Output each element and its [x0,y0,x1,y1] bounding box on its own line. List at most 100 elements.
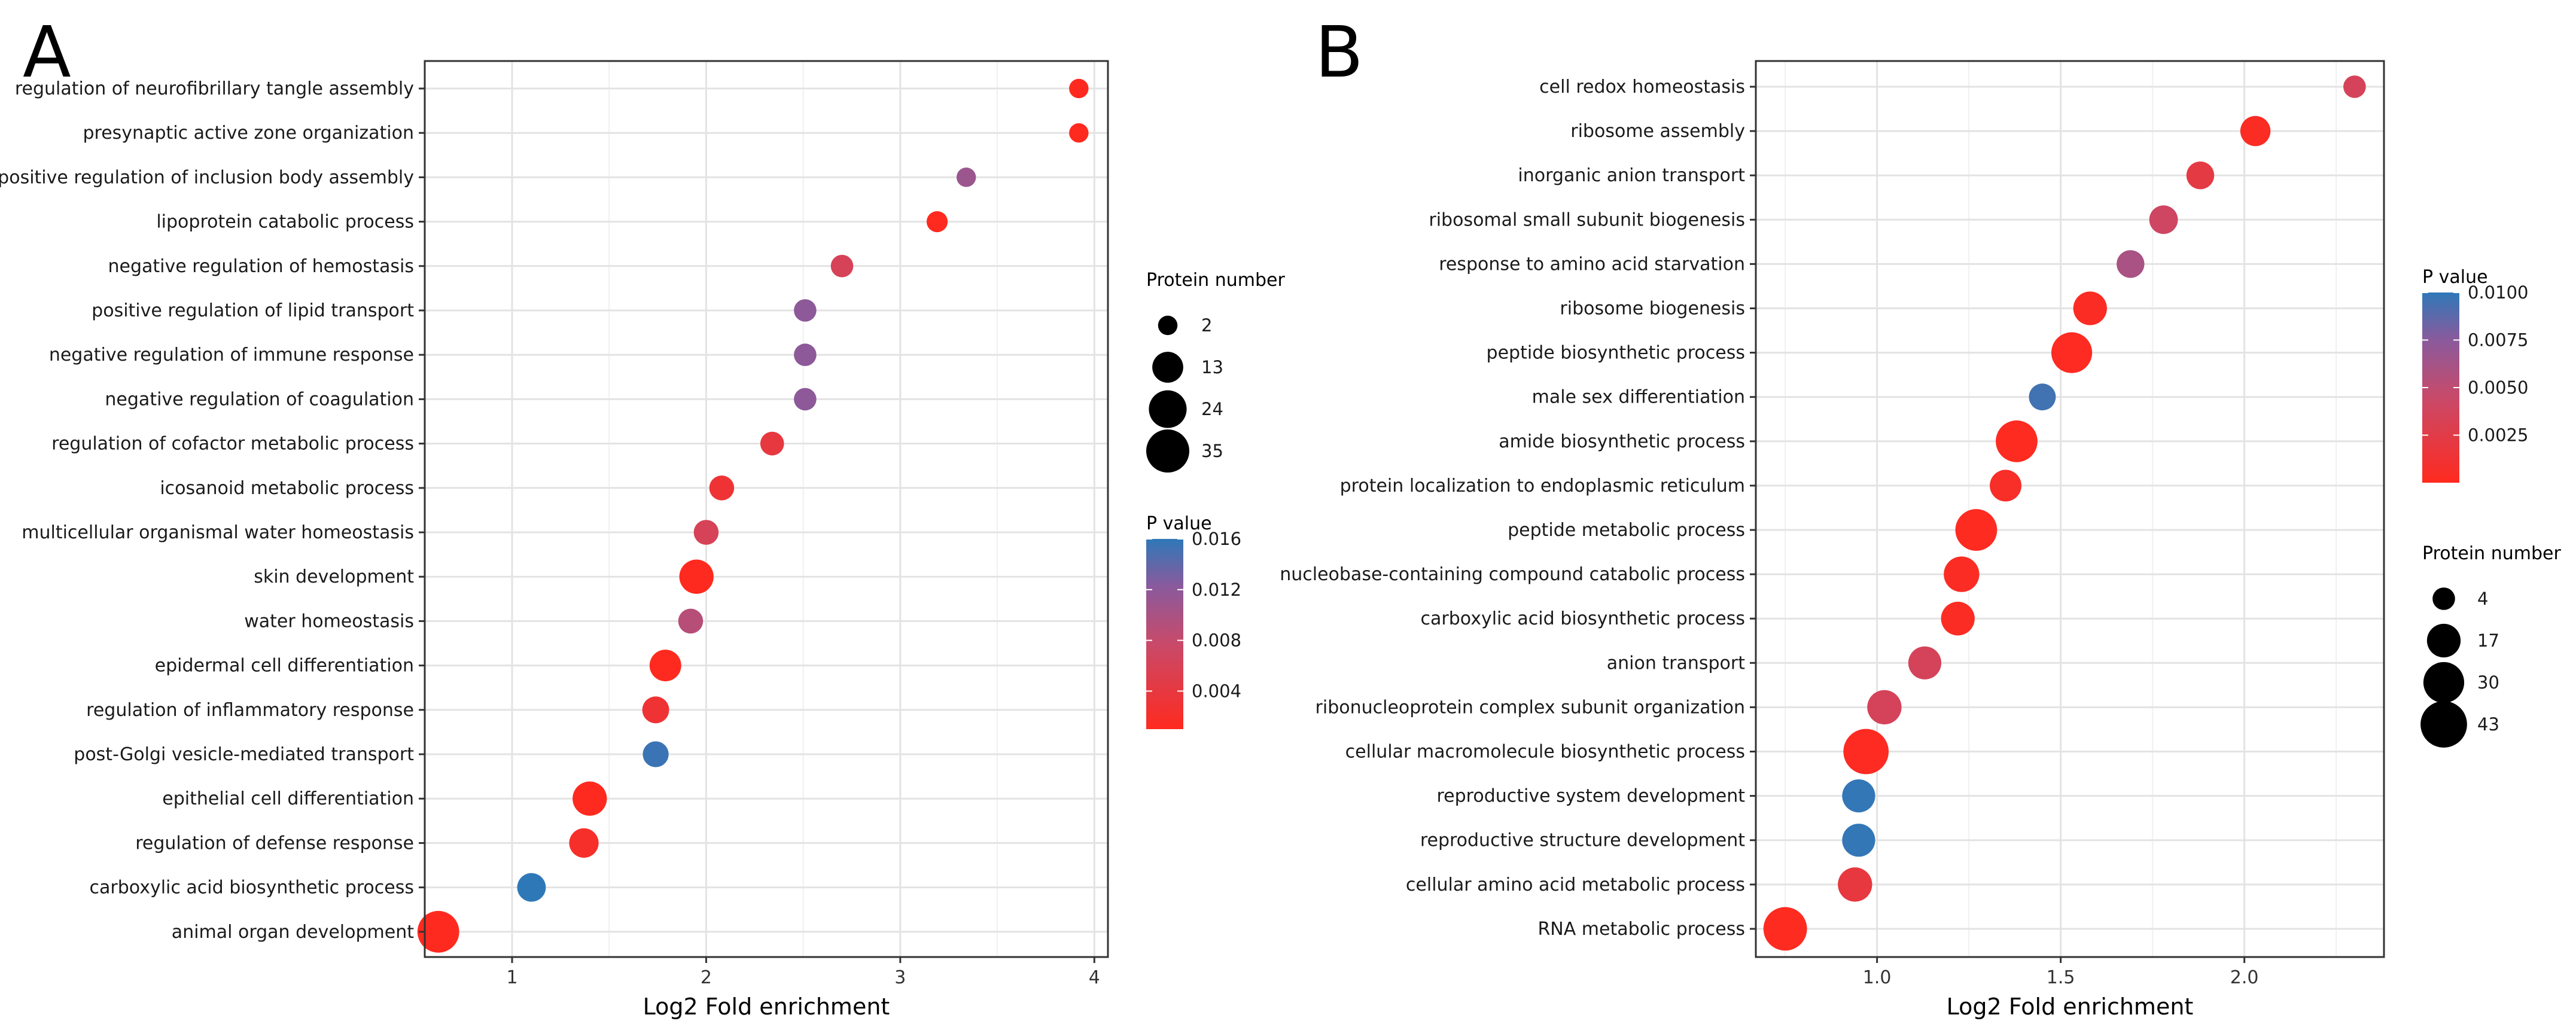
color-legend-title: P value [2422,267,2488,288]
category-label: carboxylic acid biosynthetic process [90,877,414,898]
category-label: cell redox homeostasis [1539,77,1745,97]
data-point [1763,907,1807,951]
size-legend-label: 4 [2477,589,2488,609]
data-point [1842,779,1875,813]
category-label: lipoprotein catabolic process [156,212,414,233]
size-legend-key [2426,623,2461,658]
panel-a: A regulation of neurofibrillary tangle a… [0,11,1285,1020]
data-point [642,696,669,724]
data-point [1990,470,2022,502]
size-legend-key [1149,390,1187,428]
data-point [794,388,817,411]
data-point [1908,646,1942,679]
category-label: peptide biosynthetic process [1487,343,1745,364]
size-legend-title: Protein number [1146,270,1285,291]
category-label: inorganic anion transport [1518,165,1745,186]
data-point [760,431,784,456]
x-tick-label: 3 [894,967,906,988]
color-legend-bar [1146,539,1183,729]
data-point [643,741,669,767]
size-legend-key [1158,315,1178,336]
plot-background [425,61,1108,957]
color-legend-label: 0.008 [1192,630,1241,651]
size-legend-label: 17 [2477,630,2499,651]
size-legend-key [2420,701,2467,748]
category-label: peptide metabolic process [1508,520,1745,541]
data-point [517,873,546,902]
panel-b-label: B [1315,11,1363,93]
category-label: cellular macromolecule biosynthetic proc… [1345,742,1745,763]
color-legend-bar [2422,292,2459,483]
data-point [679,559,714,594]
data-point [709,476,735,501]
data-point [956,167,976,187]
category-label: reproductive structure development [1420,830,1745,851]
size-legend-key [2423,662,2465,703]
data-point [2240,115,2271,147]
category-label: protein localization to endoplasmic reti… [1340,476,1745,496]
data-point [2149,205,2178,234]
color-legend-label: 0.0025 [2468,425,2528,446]
data-point [1996,420,2038,462]
panel-b: B cell redox homeostasis ribosome assembl… [1280,11,2561,1020]
color-legend-label: 0.016 [1192,529,1241,549]
category-label: amide biosynthetic process [1499,431,1745,452]
data-point [1867,690,1902,725]
data-point [1842,824,1875,857]
category-label: reproductive system development [1437,786,1746,807]
x-tick-label: 4 [1089,967,1100,988]
category-label: regulation of inflammatory response [86,700,414,721]
data-point [794,299,817,322]
data-point [649,650,681,682]
category-label: ribonucleoprotein complex subunit organi… [1316,697,1745,718]
x-axis-title: Log2 Fold enrichment [1947,994,2194,1020]
plot-background [1756,61,2384,957]
category-label: ribosome assembly [1570,121,1745,142]
x-tick-label: 1.0 [1863,967,1892,988]
panel-a-chart: regulation of neurofibrillary tangle ass… [0,60,1285,1020]
size-legend-label: 2 [1201,315,1212,336]
data-point [794,343,817,366]
category-label: regulation of neurofibrillary tangle ass… [15,78,414,99]
data-point [2073,291,2107,325]
data-point [573,781,607,816]
data-point [2343,75,2366,98]
panel-b-chart: cell redox homeostasis ribosome assembly i… [1280,60,2561,1020]
category-label: skin development [254,566,414,587]
category-label: positive regulation of lipid transport [92,300,414,321]
category-label: nucleobase-containing compound catabolic… [1280,564,1745,585]
size-legend-label: 43 [2477,714,2499,735]
data-point [569,828,599,858]
category-label: carboxylic acid biosynthetic process [1421,608,1745,629]
category-label: regulation of defense response [135,833,414,854]
category-label: ribosomal small subunit biogenesis [1429,209,1745,230]
category-label: negative regulation of immune response [49,345,414,365]
x-tick-label: 1.5 [2047,967,2075,988]
category-label: epithelial cell differentiation [162,788,414,809]
x-axis-title: Log2 Fold enrichment [643,994,890,1020]
color-legend-label: 0.004 [1192,681,1241,701]
category-label: negative regulation of hemostasis [108,256,414,277]
data-point [2186,161,2215,190]
plot-border [424,60,1109,958]
data-point [1843,729,1889,775]
size-legend-title: Protein number [2422,543,2561,564]
data-point [2051,332,2093,373]
size-legend-label: 24 [1201,399,1223,419]
data-point [2029,383,2056,411]
category-label: positive regulation of inclusion body as… [0,167,414,188]
color-legend-label: 0.012 [1192,580,1241,600]
category-label: negative regulation of coagulation [105,389,414,410]
category-label: epidermal cell differentiation [155,656,414,676]
size-legend-key [2432,587,2455,610]
category-label: RNA metabolic process [1537,919,1745,940]
data-point [1955,509,1998,551]
category-label: water homeostasis [244,611,414,632]
category-label: icosanoid metabolic process [160,478,414,499]
data-point [678,608,704,634]
color-legend-label: 0.0075 [2468,330,2528,351]
category-label: regulation of cofactor metabolic process [51,434,414,455]
data-point [1944,556,1980,592]
x-tick-label: 1 [506,967,517,988]
